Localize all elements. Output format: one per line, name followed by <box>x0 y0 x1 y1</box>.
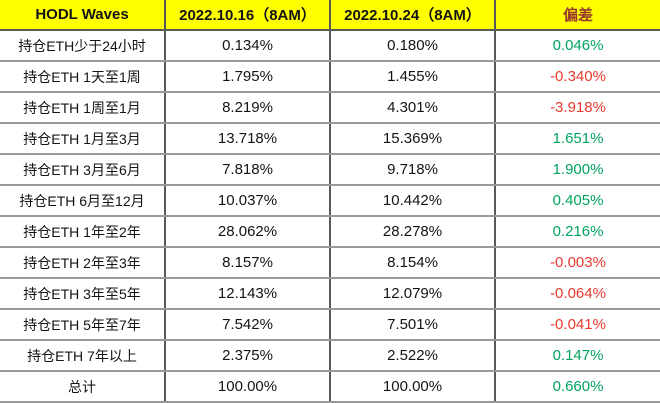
row-label: 总计 <box>0 371 165 403</box>
percentage-value: 28.278% <box>329 216 495 248</box>
row-label: 持仓ETH少于24小时 <box>0 30 165 62</box>
percentage-value: 12.079% <box>329 278 495 310</box>
row-label: 持仓ETH 2年至3年 <box>0 247 165 279</box>
deviation-value: -3.918% <box>494 92 660 124</box>
percentage-value: 15.369% <box>329 123 495 155</box>
row-label: 持仓ETH 1月至3月 <box>0 123 165 155</box>
percentage-value: 10.037% <box>164 185 330 217</box>
percentage-value: 8.219% <box>164 92 330 124</box>
row-label: 持仓ETH 3月至6月 <box>0 154 165 186</box>
column-header-hodl-waves: HODL Waves <box>0 0 165 31</box>
percentage-value: 9.718% <box>329 154 495 186</box>
table-row: 持仓ETH 2年至3年 8.157% 8.154% -0.003% <box>0 247 660 279</box>
deviation-value: 1.900% <box>494 154 660 186</box>
percentage-value: 1.795% <box>164 61 330 93</box>
percentage-value: 7.818% <box>164 154 330 186</box>
percentage-value: 8.154% <box>329 247 495 279</box>
percentage-value: 2.375% <box>164 340 330 372</box>
table-row: 持仓ETH少于24小时 0.134% 0.180% 0.046% <box>0 30 660 62</box>
row-label: 持仓ETH 5年至7年 <box>0 309 165 341</box>
deviation-value: -0.064% <box>494 278 660 310</box>
deviation-value: 0.216% <box>494 216 660 248</box>
deviation-value: 0.660% <box>494 371 660 403</box>
table-row: 持仓ETH 5年至7年 7.542% 7.501% -0.041% <box>0 309 660 341</box>
table-row: 持仓ETH 1月至3月 13.718% 15.369% 1.651% <box>0 123 660 155</box>
percentage-value: 0.134% <box>164 30 330 62</box>
table-body: 持仓ETH少于24小时 0.134% 0.180% 0.046% 持仓ETH 1天至1周… <box>0 30 660 403</box>
deviation-value: 1.651% <box>494 123 660 155</box>
header-row: HODL Waves 2022.10.16（8AM） 2022.10.24（8A… <box>0 0 660 31</box>
total-row: 总计 100.00% 100.00% 0.660% <box>0 371 660 403</box>
deviation-value: -0.041% <box>494 309 660 341</box>
column-header-deviation: 偏差 <box>494 0 660 31</box>
percentage-value: 28.062% <box>164 216 330 248</box>
table-row: 持仓ETH 7年以上 2.375% 2.522% 0.147% <box>0 340 660 372</box>
table-row: 持仓ETH 1周至1月 8.219% 4.301% -3.918% <box>0 92 660 124</box>
percentage-value: 10.442% <box>329 185 495 217</box>
table-row: 持仓ETH 3月至6月 7.818% 9.718% 1.900% <box>0 154 660 186</box>
row-label: 持仓ETH 1年至2年 <box>0 216 165 248</box>
row-label: 持仓ETH 3年至5年 <box>0 278 165 310</box>
row-label: 持仓ETH 1天至1周 <box>0 61 165 93</box>
deviation-value: -0.003% <box>494 247 660 279</box>
row-label: 持仓ETH 1周至1月 <box>0 92 165 124</box>
table-row: 持仓ETH 3年至5年 12.143% 12.079% -0.064% <box>0 278 660 310</box>
percentage-value: 100.00% <box>329 371 495 403</box>
table-row: 持仓ETH 1天至1周 1.795% 1.455% -0.340% <box>0 61 660 93</box>
percentage-value: 12.143% <box>164 278 330 310</box>
percentage-value: 13.718% <box>164 123 330 155</box>
deviation-value: 0.147% <box>494 340 660 372</box>
percentage-value: 100.00% <box>164 371 330 403</box>
percentage-value: 0.180% <box>329 30 495 62</box>
column-header-date-oct16: 2022.10.16（8AM） <box>164 0 330 31</box>
percentage-value: 7.542% <box>164 309 330 341</box>
column-header-date-oct24: 2022.10.24（8AM） <box>329 0 495 31</box>
percentage-value: 2.522% <box>329 340 495 372</box>
percentage-value: 8.157% <box>164 247 330 279</box>
deviation-value: 0.046% <box>494 30 660 62</box>
row-label: 持仓ETH 6月至12月 <box>0 185 165 217</box>
deviation-value: 0.405% <box>494 185 660 217</box>
deviation-value: -0.340% <box>494 61 660 93</box>
table-row: 持仓ETH 1年至2年 28.062% 28.278% 0.216% <box>0 216 660 248</box>
percentage-value: 7.501% <box>329 309 495 341</box>
table-row: 持仓ETH 6月至12月 10.037% 10.442% 0.405% <box>0 185 660 217</box>
percentage-value: 1.455% <box>329 61 495 93</box>
row-label: 持仓ETH 7年以上 <box>0 340 165 372</box>
percentage-value: 4.301% <box>329 92 495 124</box>
